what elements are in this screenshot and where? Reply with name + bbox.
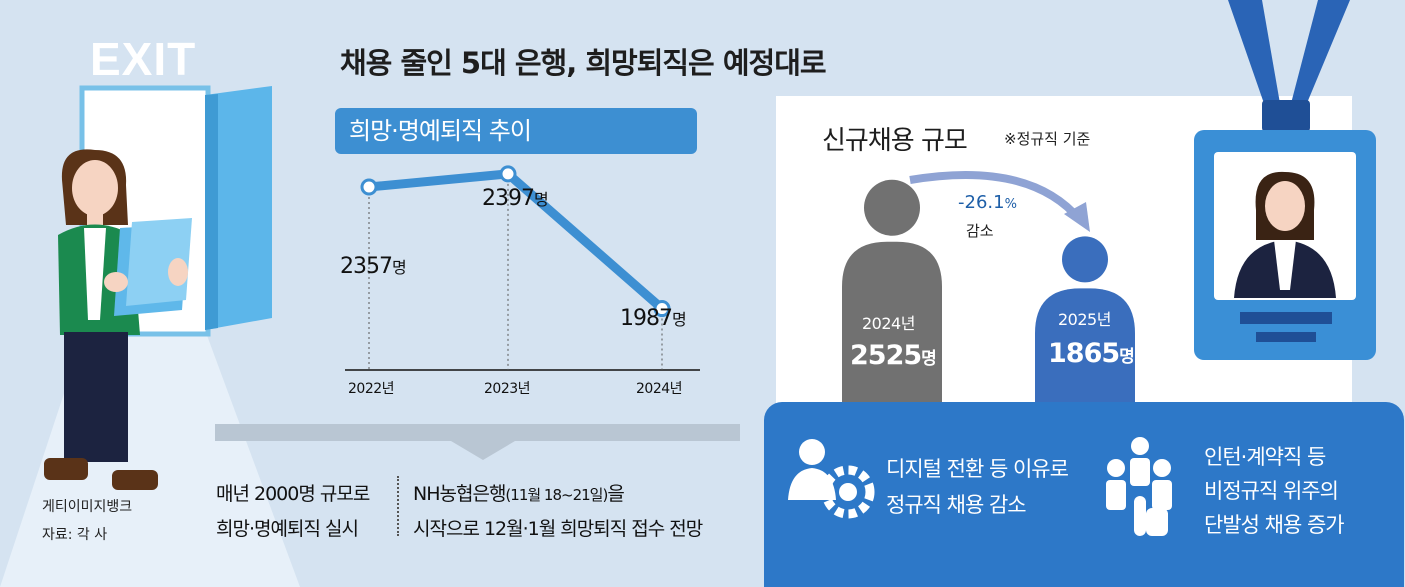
line-value-label-2022: 2357명 <box>340 254 407 279</box>
line-chart-banner: 희망·명예퇴직 추이 <box>335 108 697 154</box>
bar-category-label-2024: 2024년 <box>862 314 915 333</box>
line-value-label-2024: 1987명 <box>620 306 687 331</box>
page-title: 채용 줄인 5대 은행, 희망퇴직은 예정대로 <box>340 46 827 80</box>
bar-chart-title: 신규채용 규모 <box>822 126 968 156</box>
bar-value-label-2024: 2525명 <box>850 340 937 371</box>
reason-2-line1: 인턴·계약직 등 <box>1204 445 1326 469</box>
source-note: 자료: 각 사 <box>42 527 108 543</box>
note-divider <box>397 476 399 536</box>
line-point-2023년 <box>499 165 517 183</box>
bar-chart-note: ※정규직 기준 <box>1004 130 1091 148</box>
change-percent-label: -26.1% <box>958 192 1017 213</box>
line-value-label-2023: 2397명 <box>482 186 549 211</box>
reason-1-line1: 디지털 전환 등 이유로 <box>886 457 1069 481</box>
bar-value-label-2025: 1865명 <box>1048 338 1135 369</box>
image-credit: 게티이미지뱅크 <box>42 499 133 515</box>
bar-2024년 <box>842 241 942 420</box>
badge-person-icon <box>1234 171 1336 298</box>
group-hand-icon <box>1106 437 1172 536</box>
bar-head-2024년 <box>864 179 920 236</box>
exit-door-illustration <box>0 85 300 587</box>
line-chart <box>215 165 740 460</box>
x-tick-label-2024: 2024년 <box>636 381 683 397</box>
exit-sign: EXIT <box>90 33 197 85</box>
reason-2-line3: 단발성 채용 증가 <box>1204 513 1345 537</box>
worker-gear-icon <box>788 439 875 519</box>
change-direction-label: 감소 <box>966 222 994 240</box>
note-left-line2: 희망·명예퇴직 실시 <box>216 518 359 540</box>
line-point-2022년 <box>360 178 378 196</box>
note-right-line2: 시작으로 12월·1월 희망퇴직 접수 전망 <box>413 518 703 540</box>
note-right-line1: NH농협은행(11월 18~21일)을 <box>413 483 625 505</box>
person-icon <box>44 149 192 490</box>
line-point-2024년 <box>653 300 671 318</box>
callout-shape <box>215 424 740 460</box>
reason-2-line2: 비정규직 위주의 <box>1204 479 1339 503</box>
x-tick-label-2022: 2022년 <box>348 381 395 397</box>
note-left-line1: 매년 2000명 규모로 <box>216 483 370 505</box>
bar-category-label-2025: 2025년 <box>1058 310 1111 329</box>
decrease-arrow-head <box>1064 202 1090 232</box>
bar-head-2025년 <box>1062 236 1108 283</box>
decrease-arrow-line <box>909 171 1084 223</box>
x-tick-label-2023: 2023년 <box>484 381 531 397</box>
bar-2025년 <box>1035 288 1135 420</box>
reason-1-line2: 정규직 채용 감소 <box>886 493 1027 517</box>
open-door-shape <box>205 86 272 330</box>
